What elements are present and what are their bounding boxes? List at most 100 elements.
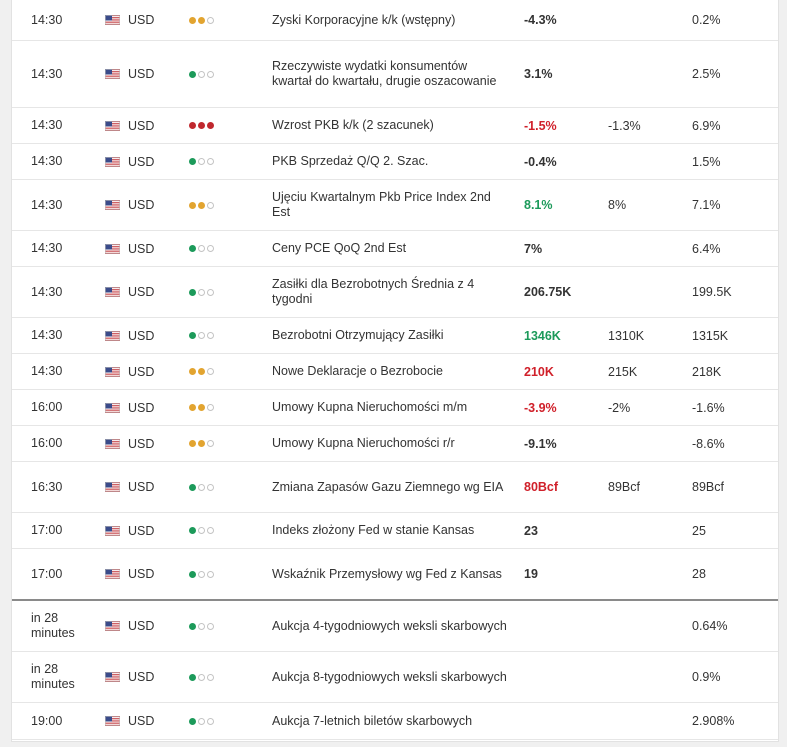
impact-indicator: [189, 158, 214, 165]
table-row[interactable]: 14:30 USD Rzeczywiste wydatki konsumentó…: [12, 41, 778, 108]
currency-code: USD: [128, 436, 155, 451]
table-row[interactable]: 14:30 USD Zyski Korporacyjne k/k (wstępn…: [12, 0, 778, 41]
event-title[interactable]: Bezrobotni Otrzymujący Zasiłki: [272, 328, 444, 342]
actual-value: -1.5%: [524, 118, 557, 133]
table-row[interactable]: 16:00 USD Umowy Kupna Nieruchomości r/r …: [12, 426, 778, 462]
impact-dot-icon: [189, 245, 196, 252]
impact-dot-icon: [189, 673, 196, 681]
impact-dot-icon: [198, 122, 205, 129]
impact-indicator: [189, 122, 214, 129]
us-flag-icon: [105, 287, 120, 297]
forecast-value: -2%: [608, 400, 631, 415]
impact-dot-icon: [198, 245, 205, 252]
event-title[interactable]: Zmiana Zapasów Gazu Ziemnego wg EIA: [272, 479, 504, 494]
impact-indicator: [189, 332, 214, 339]
currency-code: USD: [128, 480, 155, 494]
us-flag-icon: [105, 200, 120, 210]
table-row[interactable]: 14:30 USD Ujęciu Kwartalnym Pkb Price In…: [12, 180, 778, 231]
event-time: 17:00: [31, 566, 63, 581]
table-row[interactable]: 14:30 USD Nowe Deklaracje o Bezrobocie 2…: [12, 354, 778, 390]
impact-dot-icon: [198, 368, 205, 375]
currency-code: USD: [128, 670, 155, 684]
event-title[interactable]: Nowe Deklaracje o Bezrobocie: [272, 364, 443, 378]
impact-dot-icon: [198, 288, 205, 296]
impact-dot-icon: [207, 288, 214, 296]
actual-value: -3.9%: [524, 400, 557, 415]
impact-dot-icon: [189, 332, 196, 339]
table-row[interactable]: in 28 minutes USD Aukcja 4-tygodniowych …: [12, 601, 778, 652]
impact-dot-icon: [207, 16, 214, 24]
table-row[interactable]: 16:00 USD Umowy Kupna Nieruchomości m/m …: [12, 390, 778, 426]
event-title[interactable]: Aukcja 7-letnich biletów skarbowych: [272, 713, 473, 728]
table-row[interactable]: 14:30 USD PKB Sprzedaż Q/Q 2. Szac. -0.4…: [12, 144, 778, 180]
actual-value: 3.1%: [524, 67, 553, 81]
actual-value: 1346K: [524, 328, 561, 343]
us-flag-icon: [105, 438, 120, 449]
impact-indicator: [189, 717, 214, 725]
event-title[interactable]: Indeks złożony Fed w stanie Kansas: [272, 523, 475, 537]
event-time: 14:30: [31, 364, 63, 378]
event-title[interactable]: Aukcja 8-tygodniowych weksli skarbowych: [272, 669, 507, 684]
impact-dot-icon: [207, 673, 214, 681]
event-title[interactable]: Wzrost PKB k/k (2 szacunek): [272, 118, 434, 132]
us-flag-icon: [105, 716, 120, 726]
table-row[interactable]: 17:00 USD Indeks złożony Fed w stanie Ka…: [12, 513, 778, 549]
event-title[interactable]: Wskaźnik Przemysłowy wg Fed z Kansas: [272, 566, 502, 581]
actual-value: -0.4%: [524, 154, 557, 169]
forecast-value: 1310K: [608, 328, 645, 343]
currency-code: USD: [128, 567, 155, 581]
actual-value: 80Bcf: [524, 480, 559, 494]
us-flag-icon: [105, 482, 120, 492]
event-title[interactable]: Umowy Kupna Nieruchomości m/m: [272, 400, 468, 414]
table-row[interactable]: 14:30 USD Bezrobotni Otrzymujący Zasiłki…: [12, 318, 778, 354]
table-row[interactable]: 14:30 USD Wzrost PKB k/k (2 szacunek) -1…: [12, 108, 778, 144]
table-row[interactable]: 19:00 USD Aukcja 7-letnich biletów skarb…: [12, 703, 778, 740]
impact-dot-icon: [207, 201, 214, 209]
actual-value: 210K: [524, 364, 554, 379]
previous-value: 0.2%: [692, 13, 721, 27]
previous-value: 0.9%: [692, 670, 721, 684]
us-flag-icon: [105, 243, 120, 254]
actual-value: 19: [524, 567, 538, 581]
us-flag-icon: [105, 569, 120, 579]
table-row[interactable]: 17:00 USD Wskaźnik Przemysłowy wg Fed z …: [12, 549, 778, 601]
forecast-value: -1.3%: [608, 118, 641, 133]
impact-dot-icon: [189, 201, 196, 209]
event-title[interactable]: Umowy Kupna Nieruchomości r/r: [272, 436, 455, 450]
event-title[interactable]: Aukcja 4-tygodniowych weksli skarbowych: [272, 618, 507, 633]
table-row[interactable]: 14:30 USD Ceny PCE QoQ 2nd Est 7% 6.4%: [12, 231, 778, 267]
impact-indicator: [189, 245, 214, 252]
event-time: 14:30: [31, 66, 63, 81]
event-time: 14:30: [31, 12, 63, 27]
impact-dot-icon: [198, 70, 205, 78]
currency-code: USD: [128, 285, 155, 299]
impact-dot-icon: [207, 158, 214, 165]
us-flag-icon: [105, 156, 120, 167]
event-time: 19:00: [31, 713, 63, 728]
event-title[interactable]: Ceny PCE QoQ 2nd Est: [272, 241, 407, 255]
previous-value: 1.5%: [692, 154, 721, 169]
table-row[interactable]: in 28 minutes USD Aukcja 8-tygodniowych …: [12, 652, 778, 703]
impact-dot-icon: [198, 201, 205, 209]
event-title[interactable]: Ujęciu Kwartalnym Pkb Price Index 2nd Es…: [272, 190, 491, 219]
impact-dot-icon: [207, 404, 214, 411]
previous-value: 7.1%: [692, 198, 721, 212]
impact-indicator: [189, 404, 214, 411]
table-row[interactable]: 16:30 USD Zmiana Zapasów Gazu Ziemnego w…: [12, 462, 778, 513]
impact-dot-icon: [189, 622, 196, 630]
us-flag-icon: [105, 402, 120, 413]
previous-value: 25: [692, 523, 706, 538]
impact-indicator: [189, 527, 214, 534]
event-title[interactable]: Zyski Korporacyjne k/k (wstępny): [272, 12, 456, 27]
impact-dot-icon: [207, 483, 214, 491]
event-title[interactable]: Rzeczywiste wydatki konsumentów kwartał …: [272, 59, 497, 88]
table-row[interactable]: 14:30 USD Zasiłki dla Bezrobotnych Średn…: [12, 267, 778, 318]
previous-value: 6.4%: [692, 241, 721, 256]
impact-dot-icon: [189, 70, 196, 78]
previous-value: 89Bcf: [692, 480, 724, 494]
previous-value: 2.908%: [692, 714, 735, 728]
event-title[interactable]: PKB Sprzedaż Q/Q 2. Szac.: [272, 154, 429, 168]
impact-dot-icon: [198, 527, 205, 534]
currency-code: USD: [128, 364, 155, 379]
event-title[interactable]: Zasiłki dla Bezrobotnych Średnia z 4 tyg…: [272, 277, 475, 306]
